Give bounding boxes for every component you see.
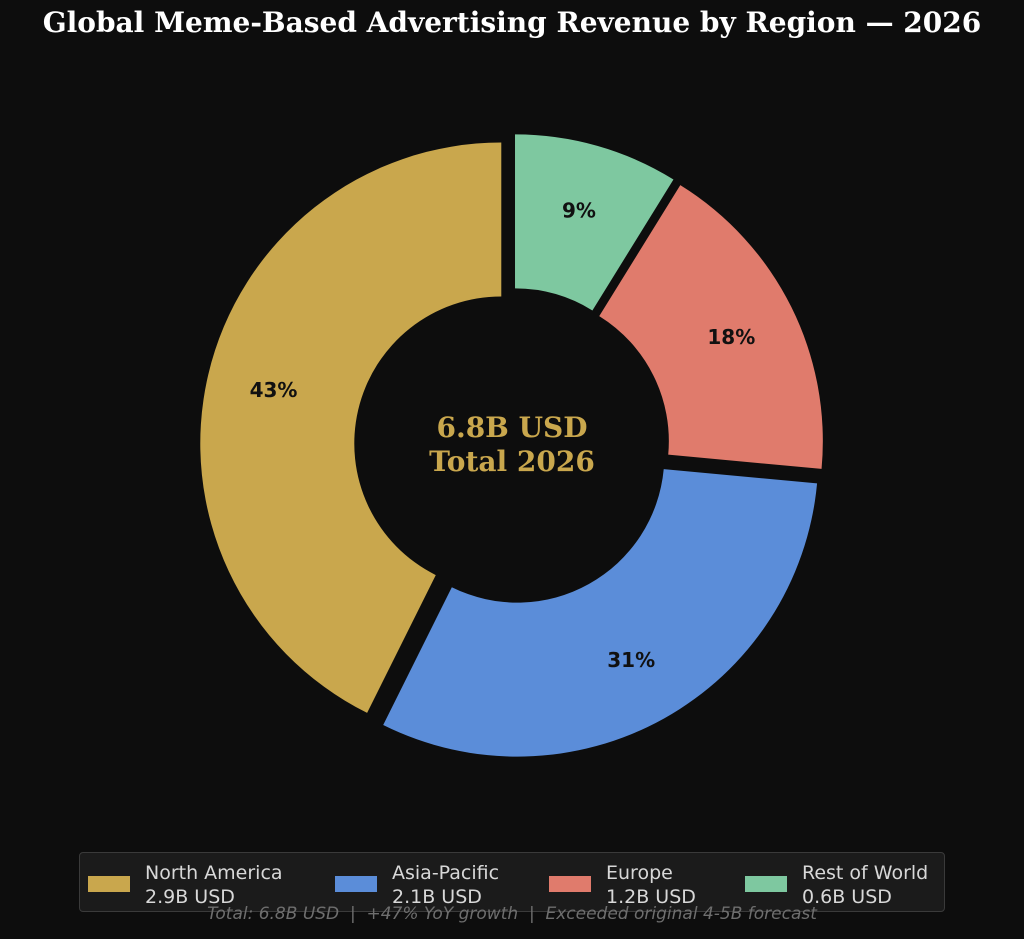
percent-label-north-america: 43% (250, 378, 298, 402)
center-total-label: Total 2026 (429, 445, 595, 478)
legend-label: Europe 1.2B USD (606, 861, 696, 909)
legend-label: Asia-Pacific 2.1B USD (392, 861, 499, 909)
legend-region-name: Europe (606, 862, 673, 884)
donut-slices (200, 134, 823, 757)
legend: North America 2.9B USD Asia-Pacific 2.1B… (79, 852, 945, 912)
legend-region-value: 0.6B USD (802, 886, 892, 908)
legend-region-name: North America (145, 862, 283, 884)
legend-swatch (745, 876, 787, 892)
percent-label-asia-pacific: 31% (607, 648, 655, 672)
percent-label-europe: 18% (707, 325, 755, 349)
chart-title: Global Meme-Based Advertising Revenue by… (42, 6, 982, 39)
chart-footnote: Total: 6.8B USD | +47% YoY growth | Exce… (207, 904, 817, 924)
legend-region-value: 2.9B USD (145, 886, 235, 908)
legend-label: Rest of World 0.6B USD (802, 861, 928, 909)
slice-asia-pacific (383, 469, 818, 757)
percent-label-rest-of-world: 9% (562, 198, 596, 222)
legend-swatch (335, 876, 377, 892)
percent-labels: 43% 31% 18% 9% (250, 198, 756, 672)
legend-swatch (549, 876, 591, 892)
legend-swatch (88, 876, 130, 892)
legend-region-name: Asia-Pacific (392, 862, 500, 884)
legend-region-value: 1.2B USD (606, 886, 696, 908)
legend-label: North America 2.9B USD (145, 861, 283, 909)
legend-region-value: 2.1B USD (392, 886, 482, 908)
center-total-value: 6.8B USD (436, 411, 587, 444)
slice-north-america (200, 142, 502, 713)
legend-region-name: Rest of World (802, 862, 929, 884)
slice-europe (599, 185, 823, 469)
slice-rest-of-world (515, 134, 674, 311)
